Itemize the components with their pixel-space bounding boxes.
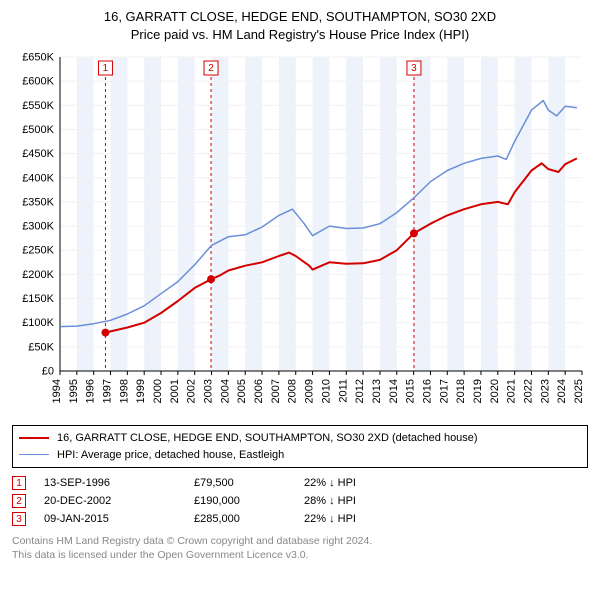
svg-text:2006: 2006 (253, 379, 265, 403)
svg-text:2007: 2007 (270, 379, 282, 403)
chart-area: £0 £50K £100K £150K £200K £250K £300K £350K £400… (12, 49, 588, 419)
title-block: 16, GARRATT CLOSE, HEDGE END, SOUTHAMPTO… (12, 8, 588, 43)
attribution: Contains HM Land Registry data © Crown c… (12, 534, 588, 562)
svg-text:£200K: £200K (22, 269, 54, 281)
event-delta: 22% ↓ HPI (304, 477, 424, 489)
event-delta: 28% ↓ HPI (304, 495, 424, 507)
event-marker: 1 (12, 476, 26, 490)
event-delta: 22% ↓ HPI (304, 513, 424, 525)
event-price: £285,000 (194, 513, 304, 525)
svg-text:1994: 1994 (51, 379, 63, 403)
svg-text:2000: 2000 (152, 379, 164, 403)
svg-text:2: 2 (208, 63, 214, 74)
svg-text:£400K: £400K (22, 172, 54, 184)
svg-text:1995: 1995 (68, 379, 80, 403)
svg-text:1998: 1998 (118, 379, 130, 403)
svg-text:£300K: £300K (22, 221, 54, 233)
svg-text:£100K: £100K (22, 317, 54, 329)
svg-text:2008: 2008 (287, 379, 299, 403)
legend-swatch (19, 437, 49, 439)
legend-label: 16, GARRATT CLOSE, HEDGE END, SOUTHAMPTO… (57, 430, 478, 447)
legend: 16, GARRATT CLOSE, HEDGE END, SOUTHAMPTO… (12, 425, 588, 468)
svg-text:2012: 2012 (354, 379, 366, 403)
svg-text:2016: 2016 (421, 379, 433, 403)
svg-text:2005: 2005 (236, 379, 248, 403)
event-price: £190,000 (194, 495, 304, 507)
svg-text:£50K: £50K (28, 341, 54, 353)
event-price: £79,500 (194, 477, 304, 489)
svg-text:1996: 1996 (85, 379, 97, 403)
svg-text:2003: 2003 (203, 379, 215, 403)
svg-text:1997: 1997 (102, 379, 114, 403)
events-table: 1 13-SEP-1996 £79,500 22% ↓ HPI 2 20-DEC… (12, 474, 588, 528)
svg-text:£550K: £550K (22, 100, 54, 112)
svg-text:2021: 2021 (506, 379, 518, 403)
svg-text:2011: 2011 (337, 379, 349, 403)
svg-text:£600K: £600K (22, 76, 54, 88)
legend-item-hpi: HPI: Average price, detached house, East… (19, 447, 581, 464)
svg-text:2019: 2019 (472, 379, 484, 403)
svg-text:£250K: £250K (22, 245, 54, 257)
event-row: 2 20-DEC-2002 £190,000 28% ↓ HPI (12, 492, 588, 510)
svg-text:2001: 2001 (169, 379, 181, 403)
svg-text:2015: 2015 (405, 379, 417, 403)
svg-text:£0: £0 (42, 366, 54, 378)
svg-text:2009: 2009 (304, 379, 316, 403)
title-line-2: Price paid vs. HM Land Registry's House … (12, 26, 588, 44)
svg-text:2004: 2004 (219, 379, 231, 403)
svg-text:2024: 2024 (556, 379, 568, 403)
attribution-line-2: This data is licensed under the Open Gov… (12, 548, 588, 562)
svg-text:1: 1 (103, 63, 109, 74)
line-chart: £0 £50K £100K £150K £200K £250K £300K £350K £400… (12, 49, 588, 419)
event-date: 13-SEP-1996 (44, 477, 194, 489)
svg-text:2017: 2017 (438, 379, 450, 403)
svg-text:2025: 2025 (573, 379, 585, 403)
svg-text:£450K: £450K (22, 148, 54, 160)
title-line-1: 16, GARRATT CLOSE, HEDGE END, SOUTHAMPTO… (12, 8, 588, 26)
svg-text:£150K: £150K (22, 293, 54, 305)
svg-text:2022: 2022 (522, 379, 534, 403)
svg-text:2013: 2013 (371, 379, 383, 403)
svg-text:£500K: £500K (22, 124, 54, 136)
event-marker: 2 (12, 494, 26, 508)
event-date: 20-DEC-2002 (44, 495, 194, 507)
chart-container: 16, GARRATT CLOSE, HEDGE END, SOUTHAMPTO… (0, 0, 600, 568)
svg-text:2002: 2002 (186, 379, 198, 403)
event-row: 1 13-SEP-1996 £79,500 22% ↓ HPI (12, 474, 588, 492)
legend-label: HPI: Average price, detached house, East… (57, 447, 284, 464)
svg-text:2020: 2020 (489, 379, 501, 403)
event-marker: 3 (12, 512, 26, 526)
svg-text:2018: 2018 (455, 379, 467, 403)
attribution-line-1: Contains HM Land Registry data © Crown c… (12, 534, 588, 548)
event-date: 09-JAN-2015 (44, 513, 194, 525)
legend-item-property: 16, GARRATT CLOSE, HEDGE END, SOUTHAMPTO… (19, 430, 581, 447)
svg-text:3: 3 (411, 63, 417, 74)
svg-text:£350K: £350K (22, 197, 54, 209)
svg-text:2014: 2014 (388, 379, 400, 403)
svg-text:2023: 2023 (539, 379, 551, 403)
svg-text:1999: 1999 (135, 379, 147, 403)
svg-text:2010: 2010 (320, 379, 332, 403)
svg-text:£650K: £650K (22, 52, 54, 64)
event-row: 3 09-JAN-2015 £285,000 22% ↓ HPI (12, 510, 588, 528)
legend-swatch (19, 454, 49, 455)
